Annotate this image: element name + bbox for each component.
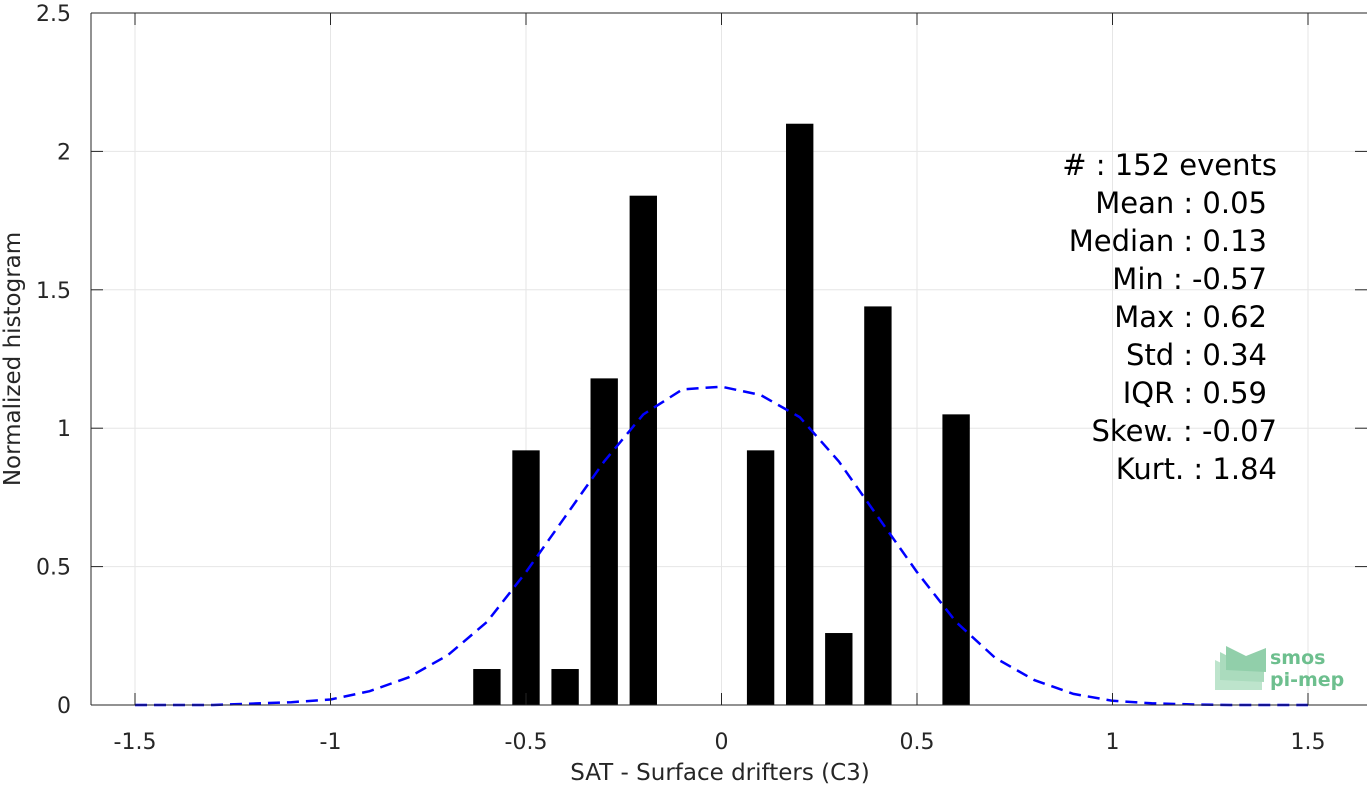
stat-max: Max : 0.62 <box>1114 300 1267 334</box>
histogram-bar <box>590 378 618 705</box>
stat-iqr: IQR : 0.59 <box>1123 376 1267 410</box>
stat-min: Min : -0.57 <box>1112 262 1267 296</box>
histogram-bar <box>864 306 892 705</box>
y-tick-label: 2.5 <box>36 2 71 27</box>
stat-skew: Skew. : -0.07 <box>1091 414 1277 448</box>
stat-std: Std : 0.34 <box>1126 338 1267 372</box>
stat-kurt: Kurt. : 1.84 <box>1116 452 1277 486</box>
stat-median: Median : 0.13 <box>1069 224 1267 258</box>
histogram-bar <box>746 450 775 705</box>
y-tick-label: 0 <box>57 694 71 719</box>
y-tick-labels: 0 0.5 1 1.5 2 2.5 <box>36 2 71 719</box>
histogram-bar <box>551 669 579 705</box>
smos-pimep-logo: smos pi-mep <box>1215 646 1344 691</box>
histogram-bar <box>512 450 540 705</box>
y-tick-label: 1 <box>57 417 71 442</box>
logo-layers-icon <box>1215 646 1266 690</box>
x-tick-label: -1.5 <box>114 730 157 755</box>
bars <box>473 123 970 706</box>
y-tick-label: 1.5 <box>36 279 71 304</box>
axes-frame <box>90 12 1367 706</box>
histogram-bar <box>825 633 853 705</box>
x-tick-labels: -1.5 -1 -0.5 0 0.5 1 1.5 <box>114 730 1326 755</box>
x-tick-label: 1 <box>1106 730 1120 755</box>
histogram-bar <box>786 123 814 706</box>
x-tick-label: -1 <box>320 730 342 755</box>
x-tick-label: 0.5 <box>900 730 935 755</box>
stats-box: # : 152 events Mean : 0.05 Median : 0.13… <box>1062 148 1277 486</box>
y-axis-label: Normalized histogram <box>0 232 26 486</box>
x-tick-label: 1.5 <box>1291 730 1326 755</box>
logo-text-pimep: pi-mep <box>1270 669 1344 691</box>
x-tick-label: 0 <box>715 730 729 755</box>
x-tick-label: -0.5 <box>505 730 548 755</box>
x-axis-label: SAT - Surface drifters (C3) <box>570 760 870 785</box>
histogram-bar <box>629 195 657 706</box>
stat-count: # : 152 events <box>1062 148 1277 182</box>
stat-mean: Mean : 0.05 <box>1095 186 1267 220</box>
histogram-bar <box>473 669 501 705</box>
y-tick-label: 0.5 <box>36 556 71 581</box>
plot-background <box>91 13 1367 705</box>
y-tick-label: 2 <box>57 140 71 165</box>
logo-text-smos: smos <box>1270 647 1325 669</box>
histogram-bar <box>942 414 970 705</box>
